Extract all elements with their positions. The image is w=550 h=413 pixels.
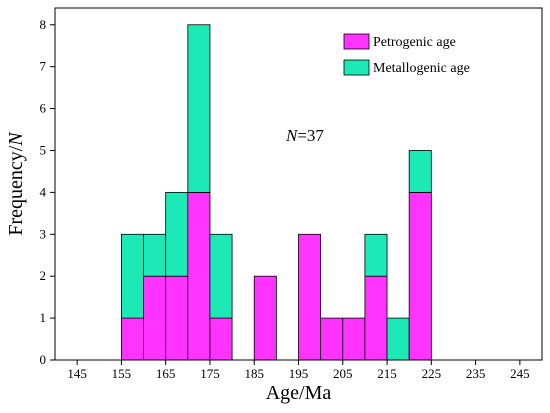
y-tick-label-0: 0 — [40, 352, 47, 367]
bar-petrogenic-155 — [121, 317, 144, 361]
bars-layer — [121, 24, 432, 361]
bar-petrogenic-170 — [187, 191, 211, 361]
sample-count-annotation: N=37 — [285, 126, 324, 145]
x-tick-label-165: 165 — [156, 366, 176, 381]
x-tick-label-195: 195 — [289, 366, 309, 381]
y-tick-label-1: 1 — [40, 310, 47, 325]
y-axis-title: Frequency/N — [5, 131, 27, 236]
legend-label-petrogenic: Petrogenic age — [373, 35, 456, 50]
bar-metallogenic-155 — [121, 233, 144, 319]
bar-metallogenic-170 — [187, 24, 211, 193]
x-tick-label-215: 215 — [377, 366, 397, 381]
x-tick-label-225: 225 — [422, 366, 442, 381]
y-tick-label-2: 2 — [40, 268, 47, 283]
legend: Petrogenic age Metallogenic age — [343, 33, 470, 76]
annotation-italic: N — [285, 126, 299, 145]
y-axis-title-main: Frequency/ — [5, 145, 27, 235]
legend-swatch-metallogenic — [343, 59, 370, 76]
y-tick-label-5: 5 — [40, 142, 47, 157]
bar-metallogenic-220 — [408, 150, 432, 193]
bar-petrogenic-210 — [364, 275, 388, 361]
x-tick-label-245: 245 — [510, 366, 530, 381]
bar-metallogenic-210 — [364, 233, 388, 277]
bar-metallogenic-160 — [143, 233, 167, 277]
x-tick-label-155: 155 — [112, 366, 132, 381]
bar-petrogenic-205 — [342, 317, 366, 361]
x-tick-label-205: 205 — [333, 366, 353, 381]
x-tick-label-175: 175 — [200, 366, 220, 381]
y-tick-label-8: 8 — [40, 17, 47, 32]
bar-petrogenic-195 — [298, 233, 322, 361]
y-tick-label-3: 3 — [40, 226, 47, 241]
bar-petrogenic-165 — [165, 275, 189, 361]
ticks-layer: 145 155 165 175 185 195 205 215 225 235 245 0 1 2 3 4 5 6… — [40, 17, 530, 381]
bar-metallogenic-165 — [165, 191, 189, 277]
legend-label-metallogenic: Metallogenic age — [373, 61, 470, 76]
bar-petrogenic-175 — [209, 317, 233, 361]
bar-petrogenic-185 — [253, 275, 277, 361]
bar-petrogenic-220 — [408, 191, 432, 361]
bar-petrogenic-200 — [320, 317, 344, 361]
x-tick-label-145: 145 — [67, 366, 87, 381]
x-tick-label-185: 185 — [244, 366, 264, 381]
legend-swatch-petrogenic — [343, 33, 370, 50]
y-tick-label-6: 6 — [40, 101, 47, 116]
x-axis-title: Age/Ma — [266, 382, 332, 404]
bar-petrogenic-160 — [143, 275, 167, 361]
bar-metallogenic-175 — [209, 233, 233, 319]
x-tick-label-235: 235 — [466, 366, 486, 381]
annotation-text: =37 — [297, 126, 324, 145]
y-axis-title-italic: N — [5, 131, 27, 147]
y-tick-label-7: 7 — [40, 59, 47, 74]
bar-metallogenic-215 — [386, 317, 410, 361]
y-tick-label-4: 4 — [40, 184, 47, 199]
